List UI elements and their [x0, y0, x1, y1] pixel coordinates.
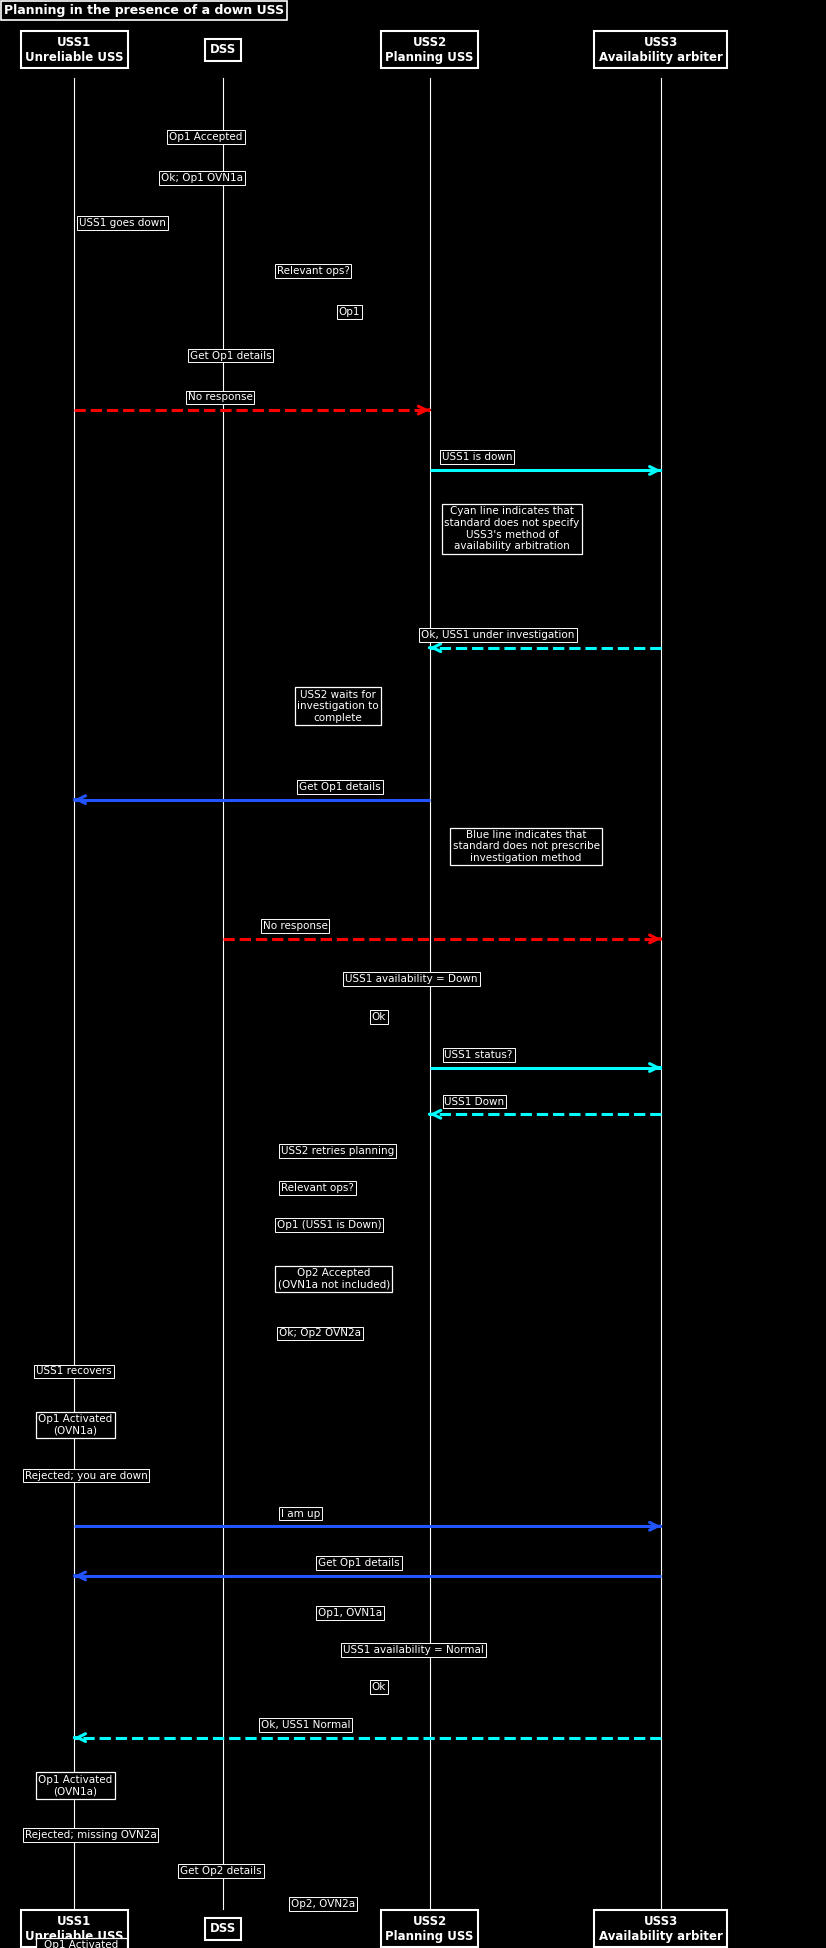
Text: Ok; Op1 OVN1a: Ok; Op1 OVN1a — [161, 173, 243, 183]
Text: Ok, USS1 Normal: Ok, USS1 Normal — [261, 1720, 350, 1730]
Text: Get Op1 details: Get Op1 details — [190, 351, 272, 360]
Text: USS1
Unreliable USS: USS1 Unreliable USS — [25, 1915, 124, 1942]
Text: Cyan line indicates that
standard does not specify
USS3's method of
availability: Cyan line indicates that standard does n… — [444, 506, 580, 551]
Text: USS1 goes down: USS1 goes down — [79, 218, 166, 228]
Text: Ok: Ok — [372, 1681, 386, 1693]
Text: Op1, OVN1a: Op1, OVN1a — [318, 1607, 382, 1619]
Text: No response: No response — [263, 921, 328, 931]
Text: Blue line indicates that
standard does not prescribe
investigation method: Blue line indicates that standard does n… — [453, 830, 600, 863]
Text: Rejected; missing OVN2a: Rejected; missing OVN2a — [25, 1829, 157, 1841]
Text: Op1 Accepted: Op1 Accepted — [169, 132, 243, 142]
Text: Op1 (USS1 is Down): Op1 (USS1 is Down) — [277, 1219, 382, 1231]
Text: Get Op1 details: Get Op1 details — [299, 781, 381, 793]
Text: USS2 waits for
investigation to
complete: USS2 waits for investigation to complete — [297, 690, 379, 723]
Text: USS1 is down: USS1 is down — [442, 452, 512, 462]
Text: Ok, USS1 under investigation: Ok, USS1 under investigation — [421, 629, 575, 641]
Text: Get Op2 details: Get Op2 details — [180, 1866, 262, 1876]
Text: Op2 Accepted
(OVN1a not included): Op2 Accepted (OVN1a not included) — [278, 1268, 390, 1290]
Text: Op1 Activated
(OVN1a): Op1 Activated (OVN1a) — [38, 1775, 112, 1796]
Text: USS3
Availability arbiter: USS3 Availability arbiter — [599, 1915, 723, 1942]
Text: DSS: DSS — [210, 43, 236, 56]
Text: USS1 status?: USS1 status? — [444, 1050, 513, 1060]
Text: Ok: Ok — [372, 1011, 386, 1023]
Text: Get Op1 details: Get Op1 details — [318, 1558, 400, 1568]
Text: Op1 Activated
(OVN1a): Op1 Activated (OVN1a) — [38, 1414, 112, 1436]
Text: USS1 availability = Down: USS1 availability = Down — [345, 974, 477, 984]
Text: Relevant ops?: Relevant ops? — [281, 1182, 354, 1194]
Text: Planning in the presence of a down USS: Planning in the presence of a down USS — [4, 4, 284, 18]
Text: I am up: I am up — [281, 1508, 320, 1519]
Text: Op2, OVN2a: Op2, OVN2a — [291, 1899, 355, 1909]
Text: USS1 recovers: USS1 recovers — [36, 1366, 112, 1377]
Text: USS2 retries planning: USS2 retries planning — [281, 1145, 394, 1157]
Text: No response: No response — [188, 392, 253, 403]
Text: Op1: Op1 — [339, 306, 360, 318]
Text: Rejected; you are down: Rejected; you are down — [25, 1471, 148, 1480]
Text: USS1 availability = Normal: USS1 availability = Normal — [343, 1644, 484, 1656]
Text: Ok; Op2 OVN2a: Ok; Op2 OVN2a — [279, 1329, 361, 1338]
Text: USS2
Planning USS: USS2 Planning USS — [386, 1915, 473, 1942]
Text: USS2
Planning USS: USS2 Planning USS — [386, 35, 473, 64]
Text: USS1 Down: USS1 Down — [444, 1097, 505, 1106]
Text: USS3
Availability arbiter: USS3 Availability arbiter — [599, 35, 723, 64]
Text: Op1 Activated
(OVN1a, OVN2a): Op1 Activated (OVN1a, OVN2a) — [38, 1940, 125, 1948]
Text: DSS: DSS — [210, 1923, 236, 1934]
Text: USS1
Unreliable USS: USS1 Unreliable USS — [25, 35, 124, 64]
Text: Relevant ops?: Relevant ops? — [277, 265, 349, 277]
